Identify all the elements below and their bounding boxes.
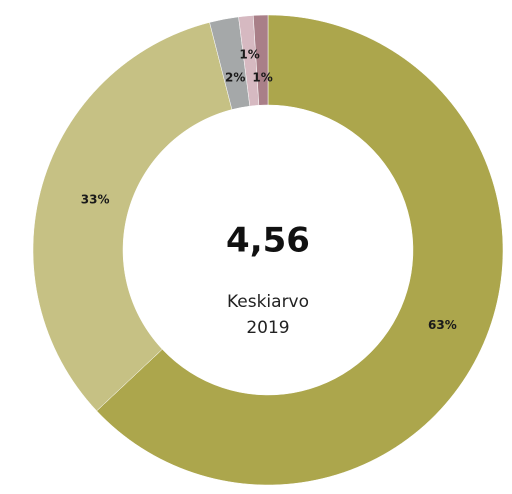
- donut-segment: [32, 22, 233, 412]
- center-label: Keskiarvo: [227, 292, 309, 312]
- center-label: 2019: [246, 318, 289, 338]
- data-label: 2%: [225, 71, 245, 85]
- data-label: 63%: [428, 318, 457, 332]
- data-label: 33%: [81, 192, 110, 206]
- center-value: 4,56: [226, 221, 310, 261]
- donut-segment: [96, 14, 504, 486]
- donut-segment: [252, 14, 269, 106]
- data-label: 1%: [239, 47, 259, 61]
- data-label: 1%: [252, 71, 272, 85]
